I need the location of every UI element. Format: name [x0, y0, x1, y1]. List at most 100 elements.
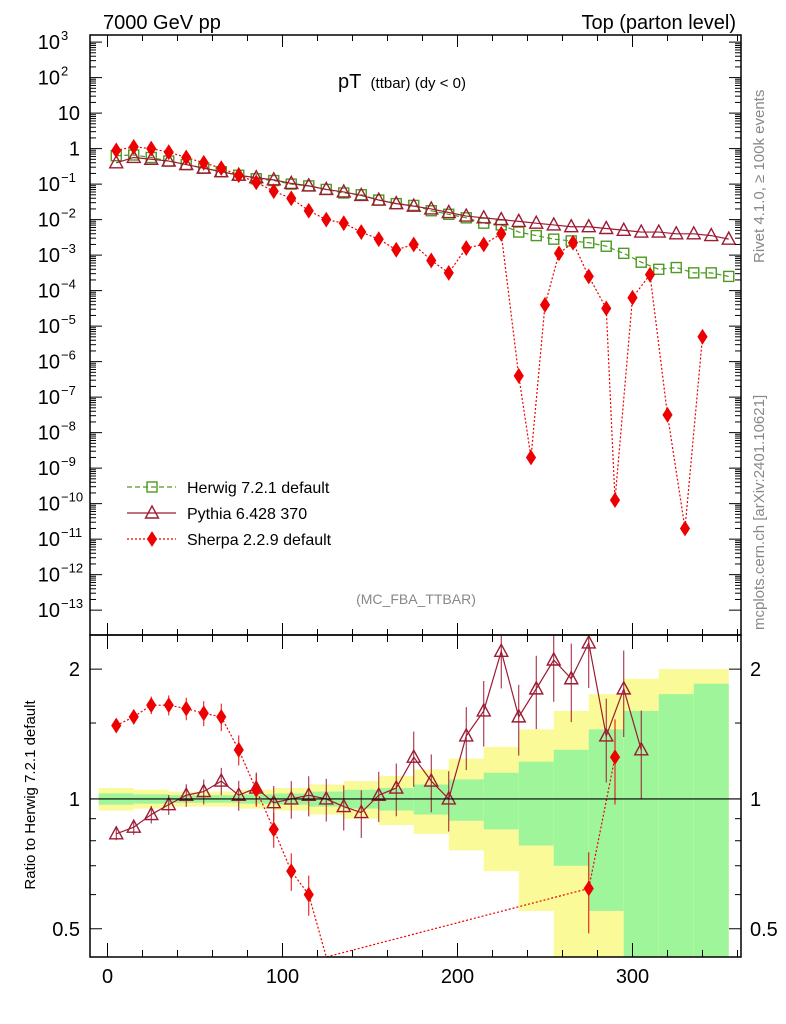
data-point — [443, 264, 454, 281]
data-point — [679, 520, 691, 537]
data-point — [196, 159, 212, 174]
uncertainty-band-inner — [518, 761, 554, 846]
data-point — [178, 156, 194, 171]
ratio-series-pythia — [108, 634, 649, 841]
data-point — [686, 225, 702, 240]
ratio-data-point — [528, 680, 544, 695]
ratio-series-group — [108, 634, 649, 958]
ratio-data-point — [143, 806, 159, 821]
ratio-y-tick-label: 2 — [69, 659, 80, 681]
y-tick-exponent: −13 — [61, 596, 83, 611]
y-tick-label: 10 — [38, 458, 60, 480]
data-point — [528, 214, 544, 229]
ratio-data-point — [581, 634, 597, 649]
ratio-y-tick-label-right: 0.5 — [750, 919, 778, 941]
y-tick-label: 10 — [38, 352, 60, 374]
ratio-axes: 0.5 0.5 1 1 2 2 0 100 200 300 — [52, 635, 778, 988]
plot-title: pT (ttbar) (dy < 0) — [338, 71, 466, 93]
ratio-y-tick-label-right: 1 — [750, 789, 761, 811]
y-tick-label: 10 — [38, 387, 60, 409]
y-tick-label: 10 — [38, 32, 60, 54]
data-point — [553, 245, 565, 262]
data-point — [321, 211, 332, 228]
data-point — [598, 220, 614, 235]
data-point — [539, 296, 551, 313]
mcplots-label: mcplots.cern.ch [arXiv:2401.10621] — [751, 395, 768, 630]
y-tick-exponent: −9 — [61, 454, 76, 469]
y-tick-label: 10 — [38, 565, 60, 587]
ratio-data-point — [318, 790, 334, 805]
y-tick-exponent: −1 — [61, 170, 76, 185]
data-point — [513, 367, 524, 384]
data-point — [627, 289, 638, 306]
data-point — [268, 183, 279, 200]
data-point — [723, 270, 735, 283]
ratio-data-point — [216, 708, 227, 725]
data-point — [108, 154, 124, 169]
data-point — [697, 328, 708, 345]
data-point — [601, 300, 612, 317]
process-label: Top (parton level) — [581, 12, 736, 34]
x-tick-label: 300 — [616, 966, 649, 988]
data-point — [653, 263, 665, 276]
y-tick-exponent: −12 — [61, 561, 83, 576]
ratio-data-point — [181, 700, 192, 717]
y-tick-label: 10 — [38, 494, 60, 516]
data-point — [303, 202, 314, 219]
ratio-data-point — [111, 717, 122, 734]
data-point — [496, 225, 507, 242]
series-line — [116, 154, 729, 278]
ratio-data-point — [283, 790, 299, 805]
data-point — [546, 216, 562, 231]
data-point — [356, 224, 367, 240]
ratio-y-tick-label-right: 2 — [750, 659, 761, 681]
legend-entry-label: Pythia 6.428 370 — [187, 506, 307, 523]
data-point — [548, 233, 560, 245]
ratio-data-point — [213, 772, 229, 787]
data-point — [406, 197, 422, 212]
data-point — [128, 138, 139, 155]
ratio-data-point — [231, 786, 247, 801]
data-point — [609, 492, 621, 509]
y-tick-exponent: 2 — [61, 64, 68, 79]
data-point — [423, 200, 439, 215]
data-point — [408, 236, 419, 253]
ratio-data-point — [476, 702, 492, 717]
data-point — [426, 252, 437, 269]
ratio-data-point — [493, 642, 509, 657]
ratio-data-point — [266, 794, 282, 809]
x-tick-label: 0 — [102, 966, 113, 988]
ratio-data-point — [126, 818, 142, 833]
data-point — [583, 236, 595, 249]
ratio-data-point — [609, 749, 621, 766]
legend-marker — [146, 481, 158, 493]
data-point — [635, 256, 647, 268]
y-tick-label: 10 — [38, 210, 60, 232]
data-point — [391, 241, 402, 258]
data-point — [286, 190, 297, 207]
ratio-data-point — [353, 804, 369, 819]
x-tick-label: 100 — [266, 966, 299, 988]
legend-marker — [146, 531, 158, 547]
uncertainty-band-inner — [483, 772, 519, 830]
data-point — [563, 218, 579, 233]
y-tick-label: 10 — [38, 174, 60, 196]
ratio-data-point — [441, 790, 457, 805]
ratio-data-point — [251, 781, 262, 798]
y-tick-label: 10 — [38, 281, 60, 303]
data-point — [181, 149, 192, 166]
y-tick-label: 10 — [38, 423, 60, 445]
ratio-data-point — [546, 651, 562, 666]
data-point — [670, 261, 682, 274]
ratio-data-point — [406, 748, 422, 763]
uncertainty-band-inner — [658, 694, 694, 957]
data-point — [336, 183, 352, 198]
legend-entry-label: Herwig 7.2.1 default — [187, 480, 330, 497]
y-tick-label: 10 — [38, 529, 60, 551]
data-point — [581, 218, 597, 233]
data-point — [143, 150, 159, 165]
data-point — [198, 154, 209, 171]
plot-title-main: pT — [338, 71, 361, 93]
